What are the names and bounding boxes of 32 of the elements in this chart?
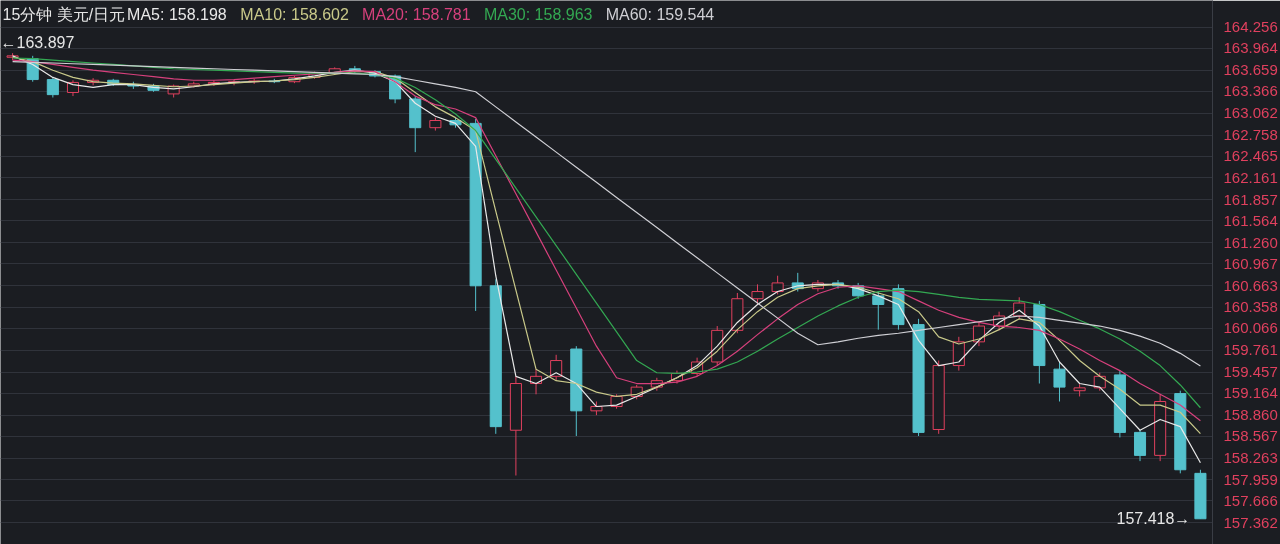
y-tick-label: 162.758 [1223,126,1278,144]
annotation: ←163.897 [0,34,75,52]
text: MA20: 158.781 [362,6,471,23]
y-tick-label: 157.959 [1223,470,1278,488]
chart-title: 15分钟 美元/日元 [2,6,126,23]
y-tick-label: 161.857 [1223,190,1278,208]
annotation: 157.418→ [1116,510,1191,528]
y-tick-label: 160.358 [1223,298,1278,316]
text: MA5: 158.198 [127,6,227,23]
y-tick-label: 161.260 [1223,233,1278,251]
y-tick-label: 162.465 [1223,147,1278,165]
y-tick-label: 164.256 [1223,18,1278,36]
y-tick-label: 159.164 [1223,384,1278,402]
y-tick-label: 160.967 [1223,254,1278,272]
text: MA10: 158.602 [240,6,349,23]
y-tick-label: 163.062 [1223,104,1278,122]
y-tick-label: 159.457 [1223,363,1278,381]
text: MA30: 158.963 [483,6,593,23]
y-tick-label: 163.366 [1223,82,1278,100]
y-tick-label: 159.761 [1223,341,1278,359]
y-tick-label: 163.964 [1223,39,1278,57]
y-tick-label: 158.263 [1223,449,1278,467]
y-tick-label: 158.860 [1223,406,1278,424]
y-tick-label: 160.066 [1223,319,1278,337]
y-tick-label: 157.666 [1223,491,1278,509]
y-tick-label: 160.663 [1223,276,1278,294]
text: MA60: 159.544 [605,6,715,23]
y-tick-label: 162.161 [1223,168,1278,186]
y-tick-label: 161.564 [1223,211,1278,229]
y-tick-label: 163.659 [1223,61,1278,79]
y-tick-label: 158.567 [1223,427,1278,445]
y-tick-label: 157.362 [1223,513,1278,531]
